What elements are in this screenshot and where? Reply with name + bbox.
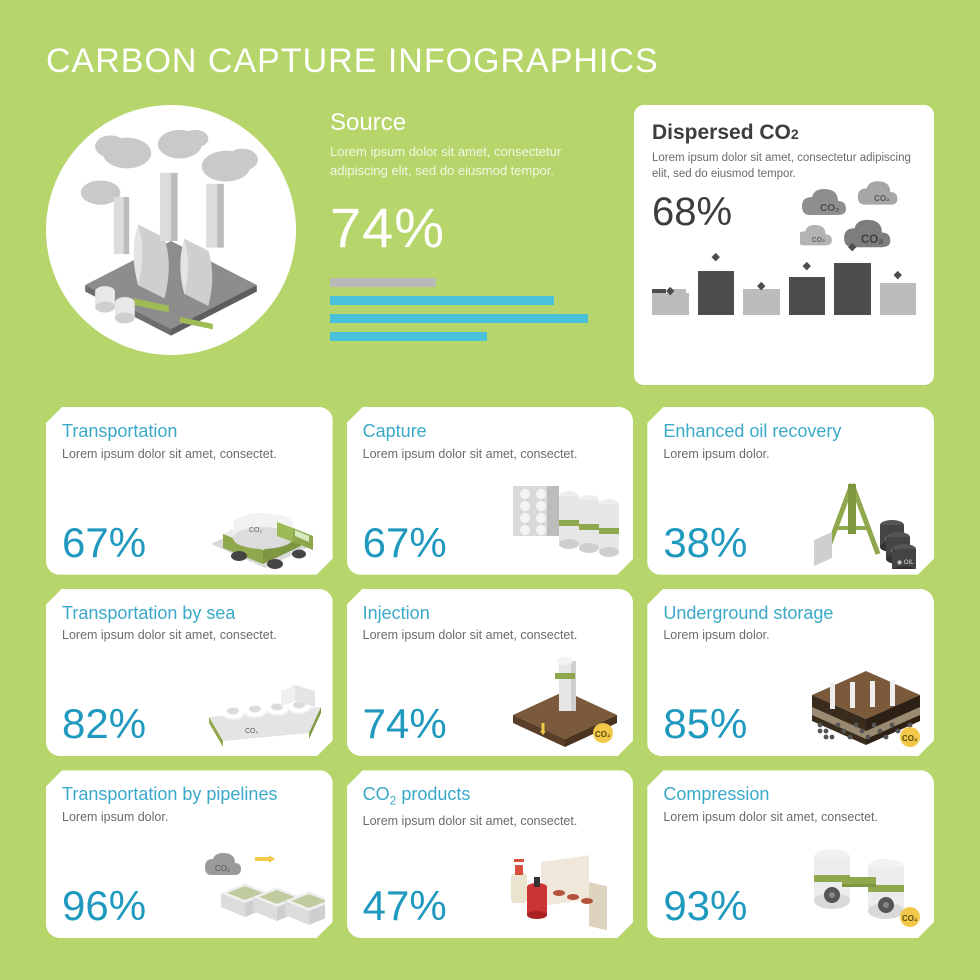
products-icon xyxy=(505,837,625,932)
svg-text:CO₂: CO₂ xyxy=(902,734,918,743)
svg-text:◉ OIL: ◉ OIL xyxy=(897,560,914,566)
capture-icon xyxy=(505,474,625,569)
factory-circle xyxy=(46,105,296,355)
truck-icon: CO₂ xyxy=(205,474,325,569)
page-title: CARBON CAPTURE INFOGRAPHICS xyxy=(46,42,934,81)
card-title: Underground storage xyxy=(663,603,918,624)
card-title: Compression xyxy=(663,784,918,805)
card-desc: Lorem ipsum dolor sit amet, consectet. xyxy=(62,627,317,644)
card-pct: 67% xyxy=(363,519,447,567)
source-bars xyxy=(330,278,610,341)
dispersed-barchart: ◆◆◆◆◆◆ xyxy=(652,241,916,315)
card-pct: 96% xyxy=(62,882,146,930)
compression-icon: CO₂ xyxy=(806,837,926,932)
card-ship: Transportation by sea Lorem ipsum dolor … xyxy=(46,589,333,757)
card-truck: Transportation Lorem ipsum dolor sit ame… xyxy=(46,407,333,575)
svg-text:CO₂: CO₂ xyxy=(245,728,259,735)
card-pct: 47% xyxy=(363,882,447,930)
svg-text:CO₂: CO₂ xyxy=(249,527,263,534)
card-title: Transportation by pipelines xyxy=(62,784,317,805)
dispersed-heading: Dispersed CO2 xyxy=(652,121,916,145)
card-oilrig: Enhanced oil recovery Lorem ipsum dolor.… xyxy=(647,407,934,575)
co2-clouds-icon: CO₂ CO₂ CO₂ CO₂ xyxy=(800,171,920,251)
injection-icon: CO₂ xyxy=(505,655,625,750)
card-title: Transportation xyxy=(62,421,317,442)
card-desc: Lorem ipsum dolor. xyxy=(62,809,317,826)
svg-text:CO₂: CO₂ xyxy=(820,203,839,214)
underground-icon: CO₂ xyxy=(806,655,926,750)
card-pct: 93% xyxy=(663,882,747,930)
card-pipeline: Transportation by pipelines Lorem ipsum … xyxy=(46,770,333,938)
card-grid: Transportation Lorem ipsum dolor sit ame… xyxy=(46,407,934,938)
card-capture: Capture Lorem ipsum dolor sit amet, cons… xyxy=(347,407,634,575)
oilrig-icon: ◉ OIL◉ OIL◉ OIL xyxy=(806,474,926,569)
source-block: Source Lorem ipsum dolor sit amet, conse… xyxy=(324,105,616,385)
ship-icon: CO₂ xyxy=(205,655,325,750)
card-injection: Injection Lorem ipsum dolor sit amet, co… xyxy=(347,589,634,757)
card-title: Transportation by sea xyxy=(62,603,317,624)
card-underground: Underground storage Lorem ipsum dolor. 8… xyxy=(647,589,934,757)
card-title: CO2 products xyxy=(363,784,618,808)
page: CARBON CAPTURE INFOGRAPHICS xyxy=(0,0,980,980)
factory-icon xyxy=(61,120,281,340)
card-desc: Lorem ipsum dolor sit amet, consectet. xyxy=(363,813,618,830)
pipeline-icon: CO₂ xyxy=(205,837,325,932)
source-desc: Lorem ipsum dolor sit amet, consectetur … xyxy=(330,143,610,181)
svg-text:CO₂: CO₂ xyxy=(874,194,890,203)
card-pct: 38% xyxy=(663,519,747,567)
svg-text:CO₂: CO₂ xyxy=(595,730,611,739)
card-pct: 82% xyxy=(62,700,146,748)
svg-text:CO₂: CO₂ xyxy=(902,914,918,923)
hero-row: Source Lorem ipsum dolor sit amet, conse… xyxy=(46,105,934,385)
card-title: Enhanced oil recovery xyxy=(663,421,918,442)
card-desc: Lorem ipsum dolor. xyxy=(663,627,918,644)
card-desc: Lorem ipsum dolor sit amet, consectet. xyxy=(62,446,317,463)
card-pct: 67% xyxy=(62,519,146,567)
card-desc: Lorem ipsum dolor sit amet, consectet. xyxy=(363,627,618,644)
svg-text:CO₂: CO₂ xyxy=(215,864,230,873)
source-pct: 74% xyxy=(330,195,610,260)
card-pct: 74% xyxy=(363,700,447,748)
dispersed-panel: Dispersed CO2 Lorem ipsum dolor sit amet… xyxy=(634,105,934,385)
source-heading: Source xyxy=(330,109,610,137)
card-products: CO2 products Lorem ipsum dolor sit amet,… xyxy=(347,770,634,938)
card-desc: Lorem ipsum dolor. xyxy=(663,446,918,463)
card-pct: 85% xyxy=(663,700,747,748)
card-desc: Lorem ipsum dolor sit amet, consectet. xyxy=(663,809,918,826)
card-title: Capture xyxy=(363,421,618,442)
card-compression: Compression Lorem ipsum dolor sit amet, … xyxy=(647,770,934,938)
card-title: Injection xyxy=(363,603,618,624)
card-desc: Lorem ipsum dolor sit amet, consectet. xyxy=(363,446,618,463)
